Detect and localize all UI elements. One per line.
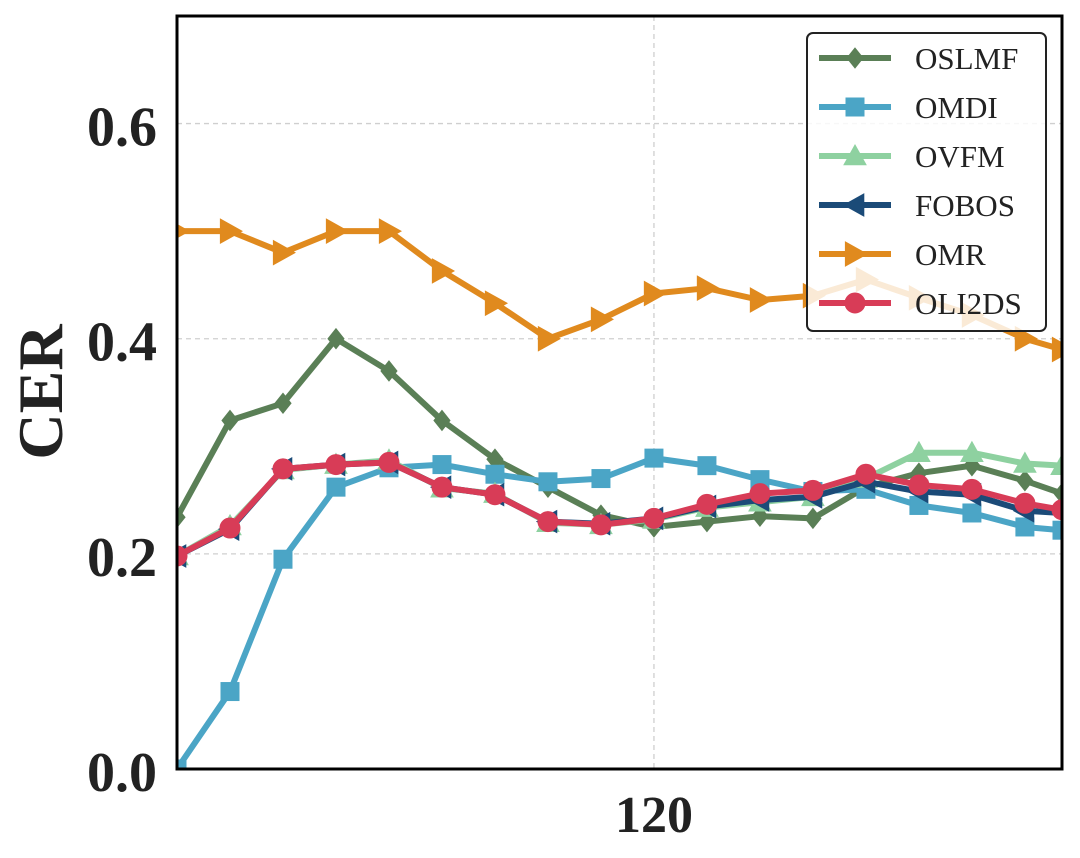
data-point-omr bbox=[431, 258, 455, 284]
legend-label-omr: OMR bbox=[915, 237, 986, 272]
data-point-omdi bbox=[697, 456, 717, 476]
data-point-oslmf bbox=[433, 409, 451, 432]
legend-marker-fobos bbox=[842, 193, 865, 217]
data-point-oli2ds bbox=[177, 545, 188, 567]
data-point-omr bbox=[272, 239, 297, 266]
y-tick-label: 0.4 bbox=[87, 312, 157, 374]
data-point-omdi bbox=[1015, 517, 1035, 537]
data-point-oslmf bbox=[1053, 482, 1062, 505]
legend-marker-ovfm bbox=[843, 143, 867, 166]
legend-label-oli2ds: OLI2DS bbox=[915, 286, 1022, 321]
y-tick-label: 0.2 bbox=[87, 527, 157, 589]
data-point-omr bbox=[696, 275, 720, 302]
data-point-omr bbox=[749, 287, 773, 313]
data-point-omr bbox=[537, 325, 561, 352]
data-point-oli2ds bbox=[802, 479, 824, 501]
data-point-oli2ds bbox=[431, 476, 453, 498]
y-axis-title: CER bbox=[5, 324, 76, 460]
data-point-omdi bbox=[1052, 520, 1062, 540]
data-point-oli2ds bbox=[643, 507, 665, 529]
data-point-oli2ds bbox=[378, 451, 400, 473]
legend-item-fobos: FOBOS bbox=[819, 188, 1015, 223]
data-point-omdi bbox=[273, 549, 293, 569]
legend-label-omdi: OMDI bbox=[915, 90, 998, 125]
series-group bbox=[177, 218, 1062, 769]
data-point-oli2ds bbox=[696, 493, 718, 515]
data-point-ovfm bbox=[1013, 451, 1037, 473]
data-point-oslmf bbox=[1016, 469, 1034, 492]
data-point-omr bbox=[325, 218, 350, 244]
data-point-omdi bbox=[177, 759, 187, 769]
data-point-omr bbox=[590, 306, 614, 333]
data-point-omdi bbox=[326, 477, 346, 497]
data-point-oli2ds bbox=[1051, 499, 1062, 521]
data-point-oli2ds bbox=[537, 511, 559, 533]
data-point-omr bbox=[1051, 336, 1062, 363]
data-point-omdi bbox=[962, 503, 982, 523]
data-point-oslmf bbox=[221, 409, 239, 432]
legend-item-oslmf: OSLMF bbox=[819, 41, 1018, 76]
data-point-oli2ds bbox=[484, 484, 506, 506]
data-point-ovfm bbox=[960, 440, 984, 463]
data-point-oli2ds bbox=[961, 478, 983, 500]
data-point-oslmf bbox=[327, 327, 345, 350]
legend-label-fobos: FOBOS bbox=[915, 188, 1015, 223]
series-oli2ds bbox=[177, 451, 1062, 567]
data-point-omr bbox=[1014, 325, 1038, 352]
data-point-oli2ds bbox=[590, 514, 612, 536]
data-point-oslmf bbox=[380, 360, 398, 382]
y-tick-label: 0.0 bbox=[87, 742, 157, 804]
legend-marker-oslmf bbox=[846, 47, 864, 69]
axis-ticks: 0.0 0.2 0.4 0.6 120 bbox=[87, 97, 693, 844]
data-point-ovfm bbox=[907, 440, 931, 463]
y-tick-label: 0.6 bbox=[87, 97, 157, 159]
data-point-omr bbox=[219, 218, 244, 244]
data-point-oslmf bbox=[804, 507, 822, 530]
data-point-omr bbox=[378, 218, 403, 244]
legend-item-ovfm: OVFM bbox=[819, 139, 1005, 174]
data-point-oslmf bbox=[177, 506, 186, 529]
legend-marker-omdi bbox=[845, 97, 865, 117]
data-point-oslmf bbox=[274, 392, 292, 415]
data-point-oli2ds bbox=[908, 474, 930, 496]
data-point-oslmf bbox=[698, 510, 716, 533]
data-point-omr bbox=[484, 290, 508, 317]
data-point-omr bbox=[643, 280, 667, 307]
data-point-oli2ds bbox=[749, 483, 771, 505]
data-point-oli2ds bbox=[855, 463, 877, 485]
plot-frame bbox=[175, 14, 1064, 771]
data-point-omdi bbox=[591, 469, 611, 489]
legend-marker-omr bbox=[844, 241, 869, 267]
series-clip-group bbox=[177, 218, 1062, 769]
data-point-oli2ds bbox=[325, 454, 347, 476]
data-point-omdi bbox=[538, 472, 558, 492]
data-point-omdi bbox=[220, 682, 240, 702]
legend-label-ovfm: OVFM bbox=[915, 139, 1005, 174]
legend-marker-oli2ds bbox=[844, 292, 866, 314]
data-point-omdi bbox=[432, 455, 452, 475]
data-point-oli2ds bbox=[272, 458, 294, 480]
legend-item-omr: OMR bbox=[819, 237, 986, 272]
data-point-oli2ds bbox=[219, 517, 241, 539]
data-point-oli2ds bbox=[1014, 492, 1036, 514]
data-point-omdi bbox=[644, 448, 664, 468]
legend-item-omdi: OMDI bbox=[819, 90, 998, 125]
data-point-omdi bbox=[485, 464, 505, 484]
legend: OSLMF OMDI OVFM FOBOS OMR OLI2DS bbox=[806, 32, 1047, 332]
data-point-ovfm bbox=[1050, 453, 1062, 475]
x-tick-label: 120 bbox=[615, 787, 693, 844]
legend-label-oslmf: OSLMF bbox=[915, 41, 1018, 76]
legend-item-oli2ds: OLI2DS bbox=[819, 286, 1022, 321]
